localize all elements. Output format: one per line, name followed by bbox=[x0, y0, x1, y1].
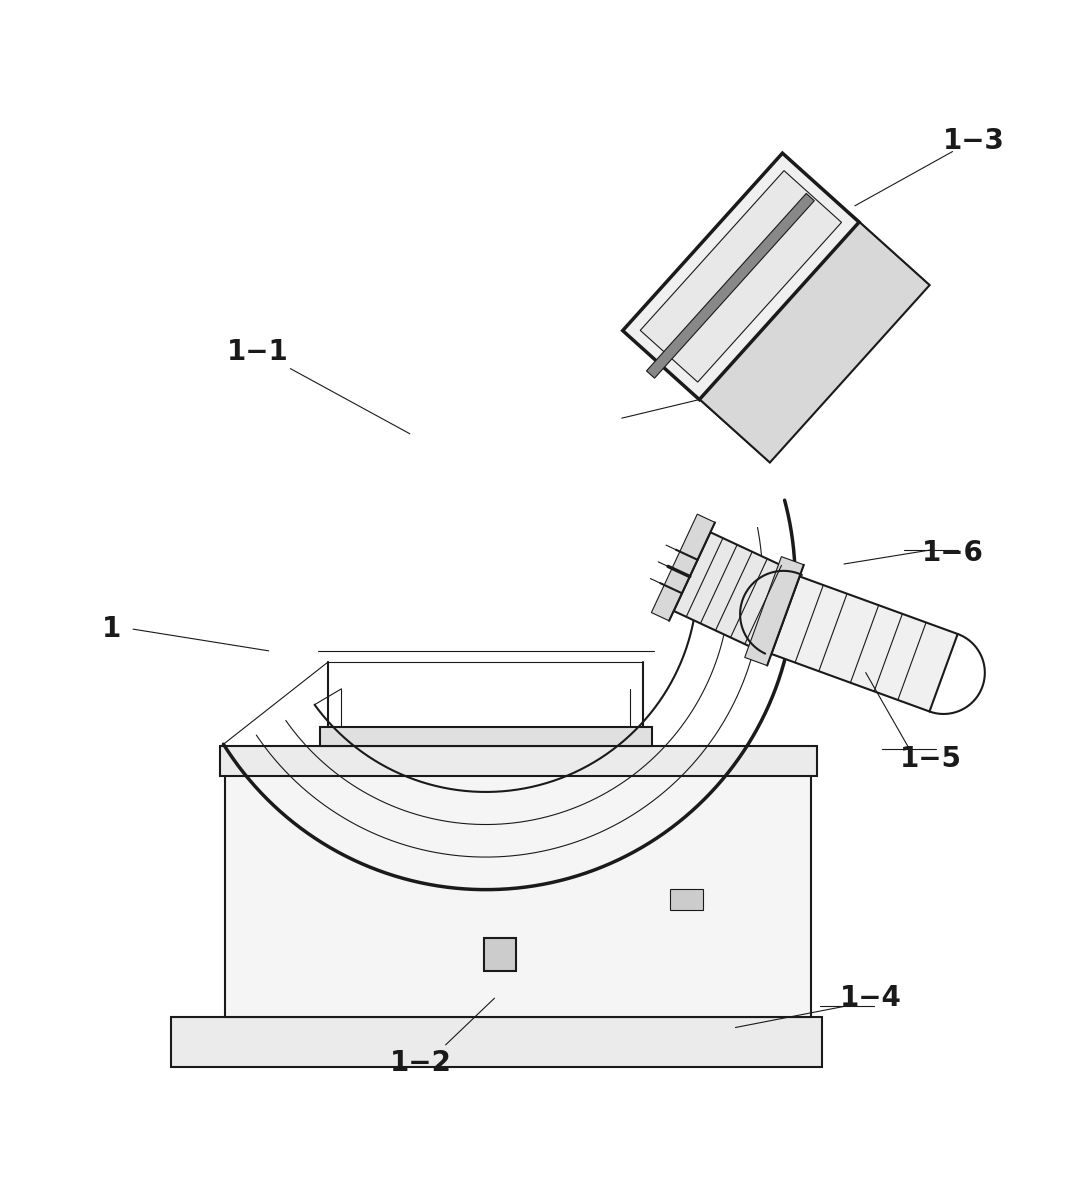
Polygon shape bbox=[220, 746, 817, 775]
Text: 1−5: 1−5 bbox=[900, 745, 962, 773]
Polygon shape bbox=[171, 1016, 823, 1067]
Polygon shape bbox=[693, 216, 930, 462]
Polygon shape bbox=[623, 153, 859, 400]
Polygon shape bbox=[745, 556, 804, 666]
Text: 1: 1 bbox=[101, 615, 121, 643]
Polygon shape bbox=[640, 171, 841, 382]
Text: 1−2: 1−2 bbox=[389, 1050, 452, 1078]
Text: 1−4: 1−4 bbox=[840, 984, 902, 1013]
Polygon shape bbox=[320, 727, 652, 746]
Polygon shape bbox=[673, 532, 794, 650]
Polygon shape bbox=[771, 577, 958, 712]
Polygon shape bbox=[647, 194, 814, 378]
Polygon shape bbox=[483, 938, 516, 972]
Polygon shape bbox=[226, 771, 812, 1016]
Text: 1−1: 1−1 bbox=[227, 338, 289, 366]
Polygon shape bbox=[651, 514, 715, 621]
Polygon shape bbox=[670, 889, 703, 910]
Text: 1−6: 1−6 bbox=[922, 539, 983, 567]
Text: 1−3: 1−3 bbox=[944, 126, 1005, 154]
